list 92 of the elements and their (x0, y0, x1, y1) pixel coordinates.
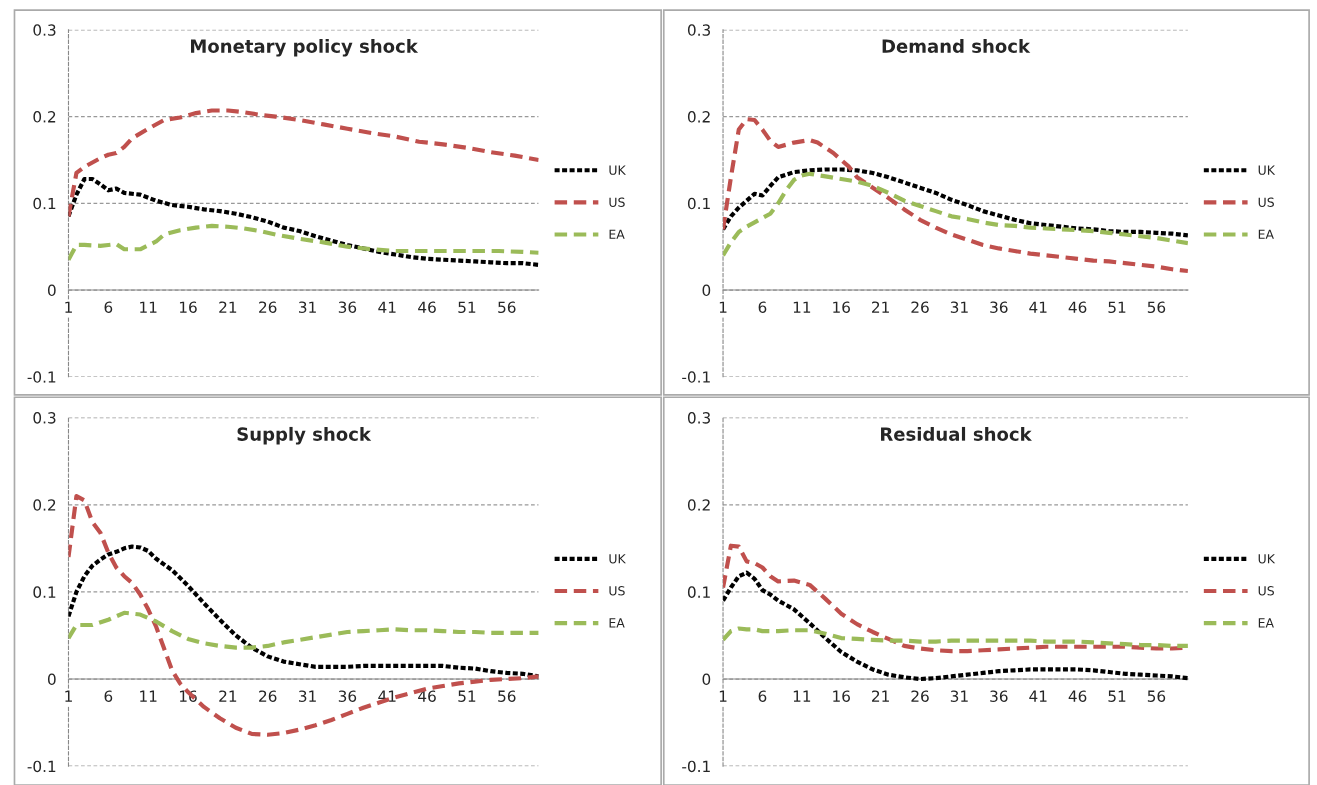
x-tick-label: 51 (458, 301, 476, 313)
x-tick-label: 16 (833, 690, 850, 702)
y-tick-label: 0.3 (33, 24, 56, 36)
x-tick-label: 11 (793, 301, 811, 313)
y-tick-label: 0.2 (687, 111, 710, 123)
y-tick-label: 0.1 (687, 197, 710, 210)
x-tick-label: 16 (179, 301, 197, 313)
x-tick-label: 1 (65, 301, 72, 313)
x-tick-label: 11 (793, 690, 811, 702)
legend-label: UK (609, 165, 626, 175)
x-tick-label: 31 (950, 301, 968, 313)
x-tick-label: 1 (719, 301, 727, 313)
legend-label: EA (1258, 618, 1274, 628)
x-tick-label: 41 (1029, 690, 1047, 702)
line-series (68, 223, 539, 262)
line-series (723, 171, 1188, 258)
line-series (68, 610, 539, 650)
x-tick-label: 31 (299, 301, 316, 313)
chart-title: Demand shock (882, 39, 1031, 53)
legend-label: EA (609, 229, 625, 239)
y-tick-label: 0.1 (33, 586, 56, 598)
legend-label: US (609, 197, 625, 207)
chart-title: Residual shock (881, 426, 1032, 441)
legend-label: EA (1258, 229, 1274, 239)
legend-label: US (1258, 197, 1274, 207)
x-tick-label: 21 (219, 301, 237, 313)
x-tick-label: 46 (418, 690, 436, 702)
x-tick-label: 6 (758, 301, 767, 313)
x-tick-label: 36 (338, 301, 357, 313)
y-tick-label: 0.3 (687, 24, 710, 36)
x-tick-label: 46 (418, 301, 436, 313)
y-tick-label: 0 (702, 284, 711, 297)
y-tick-label: -0.1 (682, 371, 710, 383)
x-tick-label: 41 (378, 301, 396, 313)
x-tick-label: 11 (140, 301, 157, 313)
x-tick-label: 1 (65, 690, 72, 702)
y-tick-label: -0.1 (682, 760, 710, 773)
text: Supply shock (237, 426, 372, 445)
x-tick-label: 36 (990, 690, 1008, 702)
line-series (723, 117, 1188, 274)
line-series (68, 108, 539, 219)
line-series (723, 626, 1188, 648)
line-series (723, 570, 1188, 682)
x-tick-label: 41 (1029, 301, 1047, 313)
legend-label: EA (609, 618, 625, 628)
x-tick-label: 6 (104, 301, 113, 313)
x-tick-label: 26 (911, 301, 929, 313)
x-tick-label: 46 (1068, 301, 1087, 313)
line-series (68, 544, 539, 679)
x-tick-label: 56 (498, 690, 516, 702)
legend-label: US (609, 586, 625, 596)
x-tick-label: 26 (911, 690, 929, 702)
x-tick-label: 36 (990, 301, 1008, 313)
legend-label: US (1258, 586, 1274, 596)
x-tick-label: 51 (458, 690, 476, 702)
x-tick-label: 26 (259, 690, 277, 702)
y-tick-label: 0.2 (687, 499, 710, 511)
y-tick-label: 0.1 (687, 586, 710, 598)
x-tick-label: 36 (338, 690, 357, 702)
x-tick-label: 21 (219, 690, 237, 702)
line-series (723, 167, 1188, 238)
x-tick-label: 6 (104, 690, 113, 702)
x-tick-label: 51 (1108, 690, 1126, 702)
x-tick-label: 51 (1108, 301, 1126, 313)
x-tick-label: 31 (950, 690, 968, 702)
x-tick-label: 56 (1147, 690, 1166, 702)
y-tick-label: 0.3 (33, 412, 56, 424)
y-tick-label: 0 (47, 673, 56, 686)
line-series (68, 176, 539, 267)
x-tick-label: 6 (758, 690, 767, 702)
x-tick-label: 26 (259, 301, 277, 313)
y-tick-label: 0.2 (33, 111, 56, 123)
y-tick-label: 0.1 (33, 197, 56, 210)
y-tick-label: 0.2 (33, 499, 56, 511)
chart-title: Monetary policy shock (191, 39, 419, 57)
x-tick-label: 16 (833, 301, 850, 313)
legend-label: UK (1258, 554, 1276, 564)
legend-label: UK (609, 554, 626, 564)
x-tick-label: 21 (872, 301, 889, 313)
y-tick-label: -0.1 (27, 371, 56, 383)
x-tick-label: 21 (872, 690, 889, 702)
y-tick-label: -0.1 (27, 760, 56, 773)
legend-label: UK (1258, 165, 1276, 175)
x-tick-label: 56 (1147, 301, 1166, 313)
x-tick-label: 46 (1068, 690, 1087, 702)
x-tick-label: 11 (140, 690, 157, 702)
y-tick-label: 0 (47, 284, 56, 297)
x-tick-label: 56 (498, 301, 516, 313)
y-tick-label: 0.3 (687, 412, 710, 424)
x-tick-label: 31 (299, 690, 316, 702)
x-tick-label: 1 (719, 690, 727, 702)
y-tick-label: 0 (702, 673, 711, 686)
